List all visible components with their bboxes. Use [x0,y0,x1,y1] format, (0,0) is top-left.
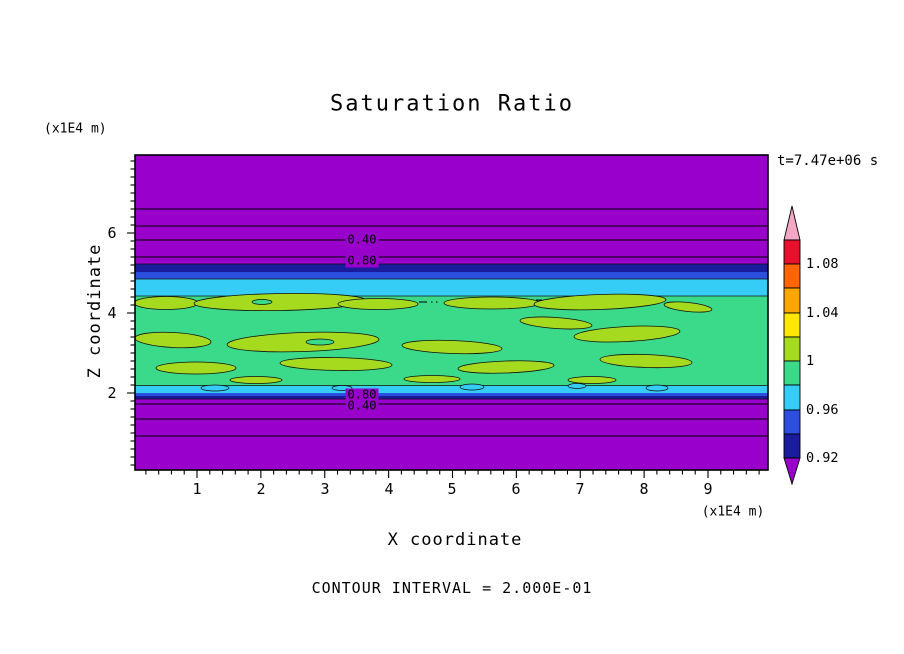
colorbar [783,205,801,486]
y-tick-label: 2 [107,384,117,402]
x-tick-label: 3 [320,480,330,498]
cyan-spot [200,384,230,392]
contour-value-label-lower-080: 0.80 [345,387,379,402]
colorbar-band [783,384,801,411]
upper-cyan-band [135,279,768,296]
contour-blob [567,376,617,384]
colorbar-band [783,336,801,362]
x-axis-unit-label: (x1E4 m) [701,504,765,520]
upper-navy-band [135,264,768,272]
axis-ticks [127,160,760,478]
colorbar-band [783,263,801,289]
contour-value-label-lower-040: 0.40 [345,398,379,413]
time-annotation: t=7.47e+06 s [777,153,879,169]
x-tick-label: 6 [511,480,521,498]
lower-cyan-band [135,386,768,393]
x-tick-label: 2 [256,480,266,498]
colorbar-band [783,239,801,265]
contour-value-label-upper-080: 0.80 [345,253,379,268]
contour-blob [279,357,393,371]
x-tick-label: 5 [447,480,457,498]
y-tick-label: 6 [107,224,117,242]
upper-line-contours [135,208,768,258]
contour-blob [337,298,419,310]
x-tick-label: 4 [384,480,394,498]
contour-blob [155,361,237,375]
cyan-spot [459,383,485,391]
contour-hole [305,338,335,346]
contour-blob [519,316,593,330]
contour-blob [573,325,681,343]
colorbar-band [783,433,801,459]
y-axis-unit-label: (x1E4 m) [44,121,107,137]
contour-field [135,155,768,470]
lower-subsaturated-fill [135,399,768,470]
x-tick-label: 1 [192,480,202,498]
lower-cyan-spots [200,383,669,392]
x-tick-label: 7 [575,480,585,498]
contour-blob [226,331,380,353]
colorbar-tick-label: 1.04 [806,305,839,321]
contour-hole [251,299,273,305]
contour-blob [533,293,667,311]
supersaturated-patches [135,292,713,384]
contour-blob [229,376,283,384]
x-axis-title: X coordinate [387,530,523,550]
dash-contour-fragments [419,299,542,303]
lower-navy-band [135,396,768,399]
contour-interval-label: CONTOUR INTERVAL = 2.000E-01 [311,579,593,597]
contour-blob [403,375,461,383]
colorbar-tick-label: 1 [806,353,815,369]
contour-blob [663,301,713,313]
contour-blob [599,353,693,369]
cyan-spot [567,383,587,389]
colorbar-top-cap [783,205,801,241]
upper-blue-band [135,272,768,279]
colorbar-band [783,287,801,314]
contour-blob [443,296,541,310]
contour-blob [401,339,503,355]
colorbar-tick-label: 0.92 [806,450,839,466]
y-tick-label: 4 [107,304,117,322]
colorbar-band [783,360,801,386]
chart-title: Saturation Ratio [330,91,574,117]
colorbar-tick-label: 0.96 [806,402,839,418]
lower-blue-band [135,393,768,396]
contour-value-label-upper-040: 0.40 [345,232,379,247]
colorbar-band [783,409,801,435]
colorbar-bottom-cap [783,457,801,486]
x-tick-label: 9 [703,480,713,498]
y-axis-title: Z coordinate [85,243,105,379]
x-tick-label: 8 [639,480,649,498]
cyan-spot [645,384,669,392]
contour-blob [135,296,199,310]
lower-line-contours [135,403,768,437]
colorbar-tick-label: 1.08 [806,256,839,272]
contour-blob [457,360,555,374]
colorbar-band [783,312,801,338]
